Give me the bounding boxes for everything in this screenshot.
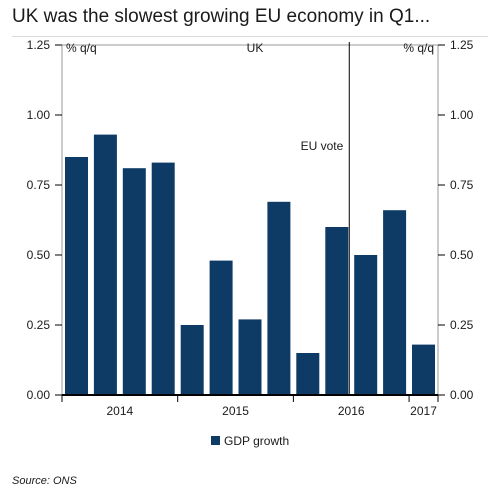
bar-2016-q3 — [354, 255, 378, 395]
bar-2017-q1 — [412, 344, 435, 395]
y-tick-label-right-1: 0.25 — [450, 318, 474, 332]
y-tick-label-left-3: 0.75 — [27, 178, 51, 192]
y-axis-label-right: % q/q — [403, 41, 434, 55]
y-tick-label-right-5: 1.25 — [450, 38, 474, 52]
x-tick-label-2016: 2016 — [338, 404, 365, 418]
eu-vote-label: EU vote — [301, 139, 344, 153]
y-tick-label-right-4: 1.00 — [450, 108, 474, 122]
y-axis-label-left: % q/q — [66, 41, 97, 55]
bar-2014-q4 — [151, 162, 175, 395]
bar-2015-q3 — [238, 319, 262, 395]
title-divider — [12, 36, 488, 37]
bar-2015-q1 — [180, 325, 204, 395]
x-tick-label-2015: 2015 — [222, 404, 249, 418]
labels-group: 2014 2015 2016 2017 0.00 0.00 0.25 0.25 0.50 0.50… — [27, 38, 474, 418]
bar-2016-q4 — [383, 210, 407, 395]
y-tick-label-left-4: 1.00 — [27, 108, 51, 122]
y-tick-label-right-0: 0.00 — [450, 388, 474, 402]
legend-label: GDP growth — [224, 434, 289, 448]
panel-label: UK — [247, 41, 264, 55]
bar-2014-q3 — [122, 168, 146, 395]
bar-2016-q2 — [325, 227, 349, 395]
source-note: Source: ONS — [12, 475, 77, 487]
legend-swatch — [211, 436, 220, 445]
bar-2014-q2 — [93, 134, 117, 395]
legend-group: GDP growth — [211, 434, 289, 448]
bars-group — [65, 134, 435, 395]
y-tick-label-left-1: 0.25 — [27, 318, 51, 332]
bar-2015-q2 — [209, 260, 233, 395]
bar-2016-q1 — [296, 353, 320, 395]
gdp-growth-chart: 2014 2015 2016 2017 0.00 0.00 0.25 0.25 0.50 0.50… — [27, 38, 474, 448]
bar-2015-q4 — [267, 201, 291, 395]
x-tick-label-2014: 2014 — [106, 404, 133, 418]
chart-title: UK was the slowest growing EU economy in… — [12, 6, 431, 27]
x-tick-label-2017: 2017 — [410, 404, 437, 418]
bar-2014-q1 — [65, 157, 88, 395]
y-tick-label-left-0: 0.00 — [27, 388, 51, 402]
y-tick-label-left-2: 0.50 — [27, 248, 51, 262]
axes-group — [55, 42, 445, 402]
y-tick-label-right-3: 0.75 — [450, 178, 474, 192]
y-tick-label-left-5: 1.25 — [27, 38, 51, 52]
chart-frame — [61, 44, 439, 395]
y-tick-label-right-2: 0.50 — [450, 248, 474, 262]
